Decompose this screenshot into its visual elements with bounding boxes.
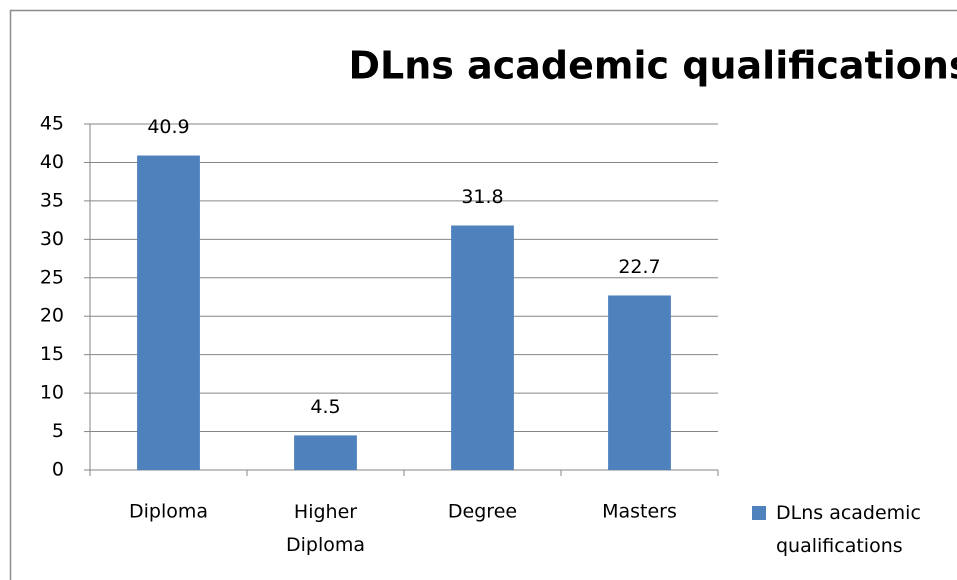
y-tick-label: 20	[40, 305, 64, 327]
bar	[294, 435, 357, 470]
y-tick-label: 45	[40, 113, 64, 135]
y-tick-label: 10	[40, 382, 64, 404]
x-tick-label: Diploma	[129, 501, 208, 523]
x-tick-label: Degree	[448, 501, 517, 523]
data-label: 4.5	[310, 396, 340, 418]
y-tick-label: 5	[52, 420, 64, 442]
y-tick-label: 25	[40, 266, 64, 288]
y-tick-label: 40	[40, 151, 64, 173]
data-label: 40.9	[147, 116, 189, 138]
x-tick-label: Masters	[602, 501, 677, 523]
x-tick-label: Higher Diploma	[286, 501, 365, 556]
legend-swatch	[752, 506, 766, 520]
y-tick-label: 30	[40, 228, 64, 250]
bar	[608, 295, 671, 470]
legend-label: DLns academic qualifications	[776, 502, 921, 557]
bar	[451, 225, 514, 470]
data-label: 31.8	[461, 186, 503, 208]
y-tick-label: 35	[40, 189, 64, 211]
chart-title: DLns academic qualifications	[348, 44, 957, 88]
bar	[137, 155, 200, 470]
data-label: 22.7	[618, 256, 660, 278]
y-tick-label: 15	[40, 343, 64, 365]
y-tick-label: 0	[52, 459, 64, 481]
